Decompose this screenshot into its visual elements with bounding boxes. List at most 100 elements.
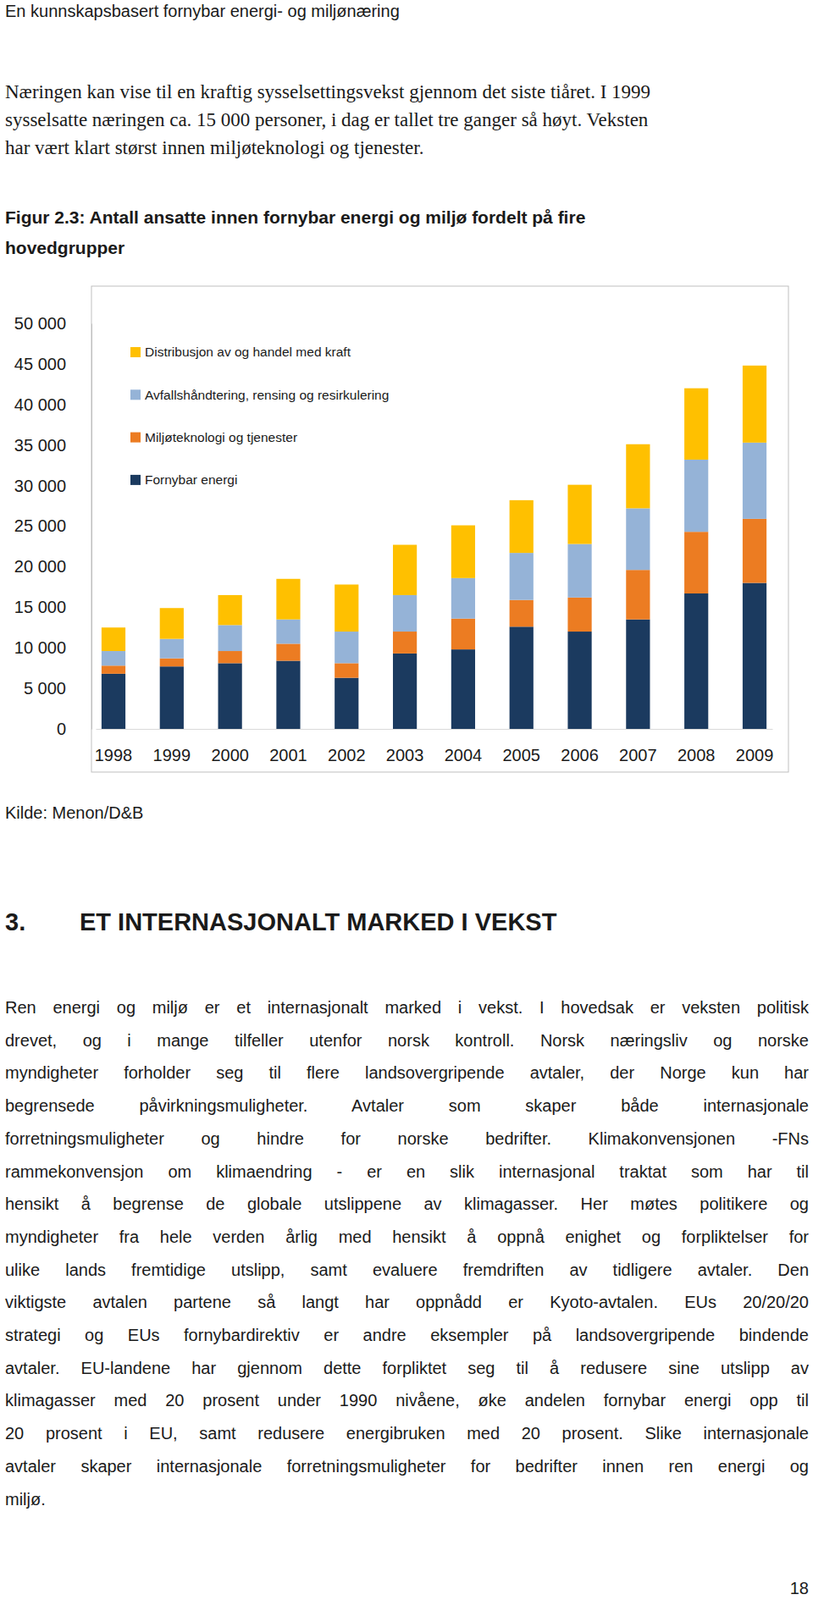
x-tick: 1999 [153, 729, 192, 765]
bar [334, 631, 359, 664]
figure-caption: hovedgrupper [5, 232, 125, 264]
figure-caption: Figur 2.3: Antall ansatte innen fornybar… [5, 202, 586, 233]
legend: Distribusjon av og handel med kraft Avfal… [130, 344, 389, 487]
y-tick: 25 000 [14, 516, 92, 536]
bar [160, 608, 184, 639]
x-tick: 2001 [269, 729, 308, 765]
bar [392, 631, 417, 654]
bar [567, 485, 592, 545]
bar [509, 500, 534, 554]
legend-label: Avfallshåndtering, rensing og resirkuler… [144, 387, 389, 403]
bar [276, 619, 300, 645]
body-text-line: klimagasser med 20 prosent under 1990 ni… [5, 1384, 809, 1417]
bar [742, 365, 767, 443]
x-tick-label: 2000 [210, 746, 249, 765]
legend-swatch [130, 475, 141, 486]
y-tick: 5 000 [23, 679, 92, 698]
x-tick: 2007 [619, 729, 658, 765]
body-text-line: hensikt å begrense de globale utslippene… [5, 1188, 809, 1221]
x-tick-label: 2009 [735, 746, 775, 765]
legend-swatch [130, 432, 141, 443]
x-tick: 2002 [327, 729, 366, 765]
body-text-line: strategi og EUs fornybardirektiv er andr… [5, 1319, 809, 1352]
bar-series [101, 442, 767, 666]
bar [625, 569, 650, 620]
page-number: 18 [790, 1579, 809, 1599]
x-tick: 1998 [94, 729, 133, 765]
y-tick-label: 50 000 [14, 314, 67, 333]
bar [392, 545, 417, 596]
body-text-line: myndigheter forholder seg til flere land… [5, 1056, 809, 1090]
y-tick: 20 000 [14, 557, 92, 576]
chart: 0 5 000 10 000 15 000 20 000 25 000 30 000 35 0… [0, 0, 813, 847]
bar [451, 649, 476, 730]
bar [101, 665, 126, 675]
bar [625, 508, 650, 570]
bar [451, 619, 476, 650]
page-header: En kunnskapsbasert fornybar energi- og m… [5, 1, 400, 22]
x-tick-label: 2007 [619, 746, 658, 765]
body-text-line: avtaler. EU-landene har gjennom dette fo… [5, 1352, 809, 1385]
intro-line: sysselsatte næringen ca. 15 000 personer… [5, 105, 648, 134]
bar [567, 544, 592, 598]
legend-item: Distribusjon av og handel med kraft [130, 344, 352, 360]
bar [684, 388, 708, 460]
x-tick: 2005 [502, 729, 541, 765]
bar [509, 626, 534, 730]
y-tick-label: 15 000 [14, 597, 67, 617]
x-axis-line [96, 729, 774, 731]
body-text-line: avtaler skaper internasjonale forretning… [5, 1450, 809, 1483]
bar [334, 678, 359, 730]
y-tick-label: 10 000 [14, 638, 67, 658]
x-tick: 2003 [386, 729, 425, 765]
bar [509, 600, 534, 628]
y-tick: 35 000 [14, 436, 92, 455]
intro-line: har vært klart størst innen miljøteknolo… [5, 133, 424, 162]
y-tick: 15 000 [14, 597, 92, 617]
y-axis: 0 5 000 10 000 15 000 20 000 25 000 30 000 35 0… [14, 314, 93, 739]
source: Kilde: Menon/D&B [5, 803, 144, 824]
bar [392, 595, 417, 632]
chart-frame [91, 286, 789, 773]
y-tick: 50 000 [14, 314, 92, 333]
bar [101, 651, 126, 666]
x-tick-label: 2008 [677, 746, 716, 765]
y-tick-label: 30 000 [14, 476, 67, 496]
bar [451, 525, 476, 579]
bar [160, 666, 184, 730]
body-text-line: Ren energi og miljø er et internasjonalt… [5, 991, 809, 1024]
x-tick: 2004 [444, 729, 483, 765]
bar [218, 663, 243, 730]
x-tick-label: 1999 [153, 746, 192, 765]
body-text-line: myndigheter fra hele verden årlig med he… [5, 1221, 809, 1254]
legend-item: Fornybar energi [130, 472, 238, 487]
body-text-line: viktigste avtalen partene så langt har o… [5, 1286, 809, 1319]
y-tick-label: 35 000 [14, 436, 67, 455]
bar [684, 531, 708, 594]
body-text-line: drevet, og i mange tilfeller utenfor nor… [5, 1024, 809, 1057]
bar [625, 619, 650, 730]
bar [742, 583, 767, 730]
bar [334, 584, 359, 632]
y-tick: 0 [56, 719, 92, 739]
bars [101, 365, 767, 730]
bar [684, 593, 708, 730]
x-tick: 2006 [560, 729, 599, 765]
y-tick: 10 000 [14, 638, 92, 658]
bar-series [101, 365, 767, 652]
body-text-line: rammekonvensjon om klimaendring - er en … [5, 1155, 809, 1189]
x-tick-label: 2003 [386, 746, 425, 765]
bar [276, 643, 300, 661]
body-text-line: begrensede påvirkningsmuligheter. Avtale… [5, 1089, 809, 1123]
x-tick-label: 1998 [94, 746, 133, 765]
body-text-line: forretningsmuligheter og hindre for nors… [5, 1122, 809, 1156]
bar [625, 444, 650, 509]
x-tick-label: 2006 [560, 746, 599, 765]
y-tick: 40 000 [14, 395, 92, 415]
x-tick-label: 2004 [444, 746, 483, 765]
bar [334, 663, 359, 678]
bar [509, 553, 534, 601]
x-tick-label: 2002 [327, 746, 366, 765]
legend-swatch [130, 389, 141, 400]
section-number: 3. [5, 908, 26, 937]
